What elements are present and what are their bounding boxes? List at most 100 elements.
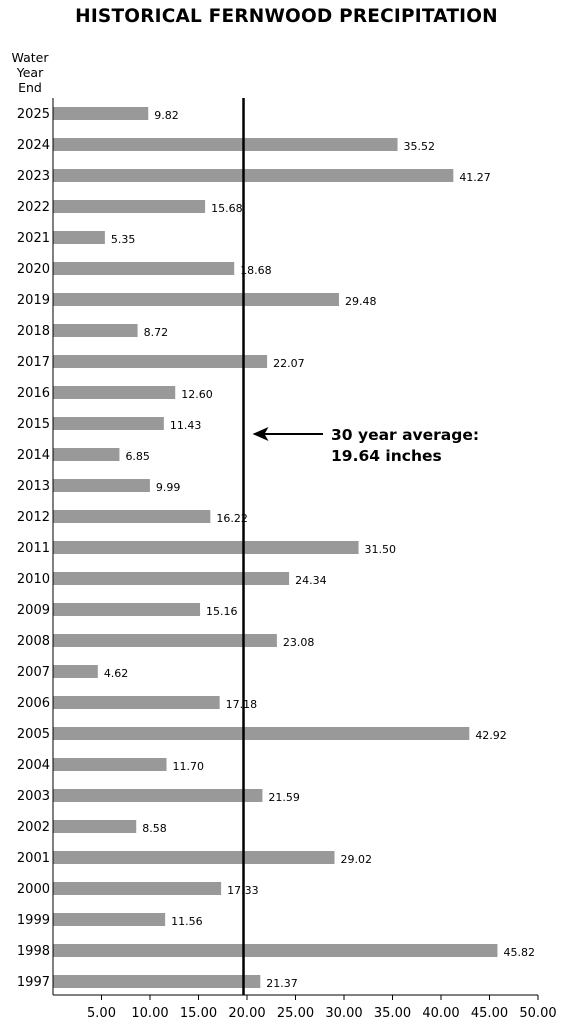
- y-axis-header-line: Year: [16, 65, 44, 80]
- bar: [53, 944, 498, 957]
- y-tick-label: 2000: [17, 882, 50, 897]
- y-tick-label: 2011: [17, 541, 50, 556]
- bar: [53, 262, 235, 275]
- y-tick-label: 2024: [17, 138, 50, 153]
- data-label: 4.62: [104, 667, 128, 680]
- y-tick-label: 2017: [17, 355, 50, 370]
- bar: [53, 727, 470, 740]
- bar: [53, 448, 120, 461]
- x-tick-label: 30.00: [325, 1006, 362, 1021]
- data-label: 16.22: [216, 512, 248, 525]
- y-tick-label: 2015: [17, 417, 50, 432]
- data-label: 18.68: [240, 264, 271, 277]
- bar: [53, 324, 138, 337]
- y-tick-label: 2013: [17, 479, 50, 494]
- bar: [53, 107, 149, 120]
- y-tick-label: 2018: [17, 324, 50, 339]
- y-tick-label: 2005: [17, 727, 50, 742]
- x-tick-label: 40.00: [422, 1006, 459, 1021]
- data-label: 5.35: [111, 233, 135, 246]
- average-arrow-head: [252, 427, 269, 441]
- bar: [53, 479, 150, 492]
- bar: [53, 913, 166, 926]
- data-label: 23.08: [283, 636, 315, 649]
- bar: [53, 696, 220, 709]
- x-tick-label: 35.00: [374, 1006, 411, 1021]
- bar: [53, 665, 98, 678]
- bar: [53, 417, 164, 430]
- data-label: 29.48: [345, 295, 377, 308]
- y-tick-label: 1997: [17, 975, 50, 990]
- data-label: 15.16: [206, 605, 238, 618]
- data-label: 29.02: [340, 853, 372, 866]
- y-axis-header-line: Water: [11, 50, 49, 65]
- bar: [53, 789, 263, 802]
- axes-layer: 5.00 10.00 15.00 20.00 25.00 30.00 35.00 40.00 4…: [52, 98, 557, 1021]
- bar: [53, 293, 339, 306]
- bar: [53, 603, 201, 616]
- bar: [53, 851, 335, 864]
- x-tick-label: 45.00: [471, 1006, 508, 1021]
- x-tick-label: 15.00: [180, 1006, 217, 1021]
- data-label: 8.58: [142, 822, 167, 835]
- data-label: 6.85: [125, 450, 150, 463]
- data-label: 35.52: [404, 140, 436, 153]
- y-tick-label: 1999: [17, 913, 50, 928]
- x-tick-label: 5.00: [87, 1006, 116, 1021]
- y-axis-header-line: End: [18, 80, 42, 95]
- data-label: 21.59: [268, 791, 300, 804]
- y-tick-label: 2019: [17, 293, 50, 308]
- y-tick-label: 2022: [17, 200, 50, 215]
- y-tick-label: 1998: [17, 944, 50, 959]
- data-label: 11.56: [171, 915, 203, 928]
- bar: [53, 231, 105, 244]
- y-tick-label: 2004: [17, 758, 50, 773]
- bar: [53, 169, 454, 182]
- bar: [53, 820, 137, 833]
- data-label: 12.60: [181, 388, 213, 401]
- x-tick-label: 10.00: [131, 1006, 168, 1021]
- bar: [53, 138, 398, 151]
- y-tick-label: 2025: [17, 107, 50, 122]
- y-tick-label: 2001: [17, 851, 50, 866]
- average-annotation-line: 19.64 inches: [331, 447, 442, 465]
- y-tick-label: 2010: [17, 572, 50, 587]
- bar: [53, 572, 290, 585]
- y-tick-label: 2021: [17, 231, 50, 246]
- x-tick-label: 25.00: [277, 1006, 314, 1021]
- y-tick-label: 2007: [17, 665, 50, 680]
- data-label: 31.50: [365, 543, 397, 556]
- data-label: 8.72: [144, 326, 169, 339]
- y-tick-label: 2016: [17, 386, 50, 401]
- bar: [53, 634, 277, 647]
- data-label: 42.92: [475, 729, 507, 742]
- x-tick-label: 20.00: [228, 1006, 265, 1021]
- data-label: 24.34: [295, 574, 327, 587]
- y-tick-label: 2008: [17, 634, 50, 649]
- data-label: 17.18: [226, 698, 258, 711]
- bars-layer: [53, 107, 498, 988]
- bar: [53, 355, 268, 368]
- bar: [53, 882, 222, 895]
- bar: [53, 758, 167, 771]
- y-tick-label: 2014: [17, 448, 50, 463]
- y-tick-label: 2020: [17, 262, 50, 277]
- data-label: 22.07: [273, 357, 305, 370]
- bar: [53, 975, 261, 988]
- data-label: 11.43: [170, 419, 202, 432]
- annotation-layer: 30 year average: 19.64 inches: [242, 98, 479, 995]
- data-label: 9.82: [154, 109, 179, 122]
- bar: [53, 510, 211, 523]
- data-label: 11.70: [172, 760, 204, 773]
- y-axis-header: Water Year End: [2, 50, 58, 95]
- bar: [53, 200, 206, 213]
- data-label: 45.82: [503, 946, 534, 959]
- y-tick-label: 2003: [17, 789, 50, 804]
- bar: [53, 386, 176, 399]
- average-annotation-line: 30 year average:: [331, 426, 479, 444]
- bar: [53, 541, 359, 554]
- labels-layer: 2025 9.82 2024 35.52 2023 41.27 2022 15.68 2021 5…: [17, 107, 535, 990]
- y-tick-label: 2009: [17, 603, 50, 618]
- data-label: 15.68: [211, 202, 243, 215]
